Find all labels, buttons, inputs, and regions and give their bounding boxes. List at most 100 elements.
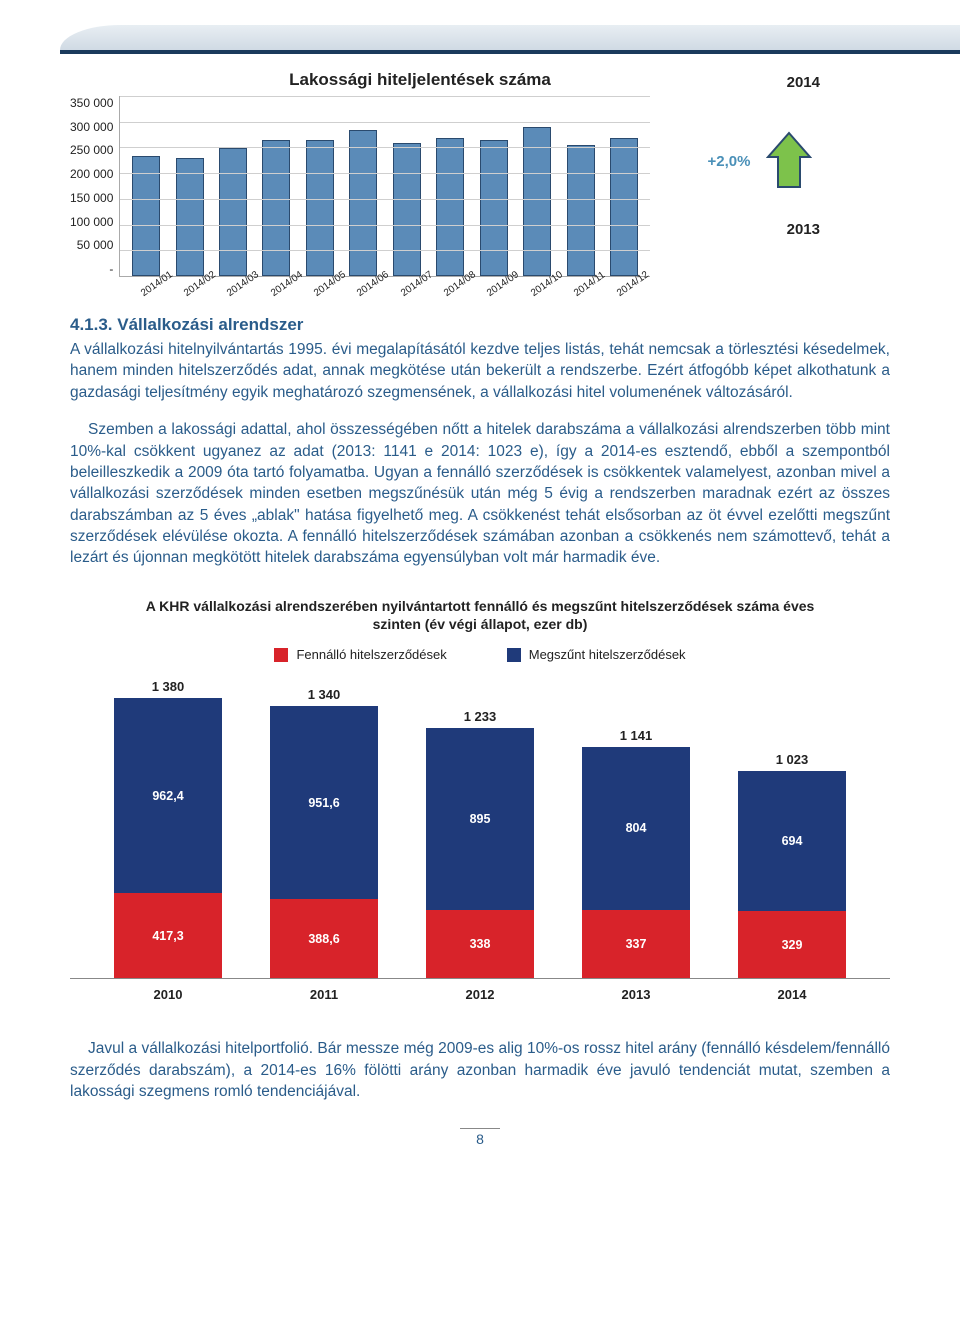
- chart1-xlabel: 2014/12: [615, 275, 643, 299]
- legend-swatch-blue: [507, 648, 521, 662]
- chart1-bar: [610, 138, 638, 276]
- chart2-stacked-bar: 951,6388,6: [270, 706, 378, 978]
- chart2-seg-top: 951,6: [270, 706, 378, 899]
- chart1-year-top: 2014: [670, 74, 850, 91]
- chart1-xlabel: 2014/09: [485, 275, 513, 299]
- paragraph-3: Javul a vállalkozási hitelportfolió. Bár…: [70, 1038, 890, 1102]
- chart2-xlabel: 2011: [270, 987, 378, 1002]
- chart1-gridline: [120, 225, 650, 226]
- chart1-xlabel: 2014/05: [312, 275, 340, 299]
- chart1-bar: [306, 140, 334, 276]
- chart2-xlabel: 2010: [114, 987, 222, 1002]
- chart1-ytick: 250 000: [70, 143, 113, 157]
- chart1-ytick: 150 000: [70, 191, 113, 205]
- chart2-stacked-bar: 895338: [426, 728, 534, 978]
- chart2-legend: Fennálló hitelszerződések Megszűnt hitel…: [70, 647, 890, 662]
- chart2-seg-top: 804: [582, 747, 690, 910]
- chart2-total-label: 1 340: [308, 687, 341, 702]
- chart2-column: 1 141 804337: [582, 728, 690, 979]
- chart2-column: 1 023 694329: [738, 752, 846, 979]
- legend-label-2: Megszűnt hitelszerződések: [529, 647, 686, 662]
- chart1-side-panel: 2014 +2,0% 2013: [670, 70, 850, 238]
- chart1-gridline: [120, 199, 650, 200]
- chart1-xlabel: 2014/10: [529, 275, 557, 299]
- chart2-column: 1 380 962,4417,3: [114, 679, 222, 978]
- chart1-bar: [523, 127, 551, 276]
- chart1-ytick: -: [109, 262, 113, 276]
- chart2-column: 1 233 895338: [426, 709, 534, 978]
- chart2-stacked-bar: 804337: [582, 747, 690, 979]
- chart1-xlabel: 2014/03: [225, 275, 253, 299]
- chart1-xlabel: 2014/04: [269, 275, 297, 299]
- chart1-year-bottom: 2013: [670, 221, 850, 238]
- chart2-plot: 1 380962,4417,31 340951,6388,61 23389533…: [70, 678, 890, 979]
- chart1-xlabel: 2014/08: [442, 275, 470, 299]
- chart2-seg-top: 962,4: [114, 698, 222, 893]
- chart2-xlabel: 2012: [426, 987, 534, 1002]
- page: Lakossági hiteljelentések száma 350 0003…: [0, 0, 960, 1177]
- chart1-bar: [219, 148, 247, 276]
- chart1-ytick: 200 000: [70, 167, 113, 181]
- chart1-gridline: [120, 96, 650, 97]
- chart2-stacked-bar: 962,4417,3: [114, 698, 222, 978]
- chart1-bar: [480, 140, 508, 276]
- chart2-total-label: 1 380: [152, 679, 185, 694]
- paragraph-2: Szemben a lakossági adattal, ahol összes…: [70, 419, 890, 569]
- chart1-ytick: 100 000: [70, 215, 113, 229]
- chart2-total-label: 1 141: [620, 728, 653, 743]
- header-decoration: [0, 0, 960, 60]
- chart2-xaxis: 2010 2011 2012 2013 2014: [70, 979, 890, 1002]
- chart1-pct: +2,0%: [708, 153, 751, 170]
- legend-swatch-red: [274, 648, 288, 662]
- chart2-seg-top: 694: [738, 771, 846, 912]
- chart1-ytick: 300 000: [70, 120, 113, 134]
- chart1-bar: [176, 158, 204, 276]
- chart2-title: A KHR vállalkozási alrendszerében nyilvá…: [120, 597, 840, 633]
- chart2-xlabel: 2013: [582, 987, 690, 1002]
- chart1-ytick: 50 000: [77, 238, 114, 252]
- chart1-container: Lakossági hiteljelentések száma 350 0003…: [70, 70, 890, 301]
- chart1-plot: [119, 96, 650, 277]
- chart1-xlabel: 2014/02: [182, 275, 210, 299]
- legend-item-1: Fennálló hitelszerződések: [274, 647, 446, 662]
- chart2-seg-top: 895: [426, 728, 534, 910]
- chart2-seg-bottom: 338: [426, 910, 534, 979]
- chart1-xaxis: 2014/01 2014/02 2014/03 2014/04 2014/05 2014/…: [70, 276, 650, 301]
- chart2-seg-bottom: 388,6: [270, 899, 378, 978]
- chart1-xlabel: 2014/11: [572, 275, 600, 299]
- chart1-bar: [262, 140, 290, 276]
- paragraph-1: A vállalkozási hitelnyilvántartás 1995. …: [70, 339, 890, 403]
- chart1-xlabel: 2014/07: [399, 275, 427, 299]
- chart2-total-label: 1 023: [776, 752, 809, 767]
- chart1-title: Lakossági hiteljelentések száma: [190, 70, 650, 90]
- chart1-gridline: [120, 250, 650, 251]
- chart1-yaxis: 350 000 300 000 250 000 200 000 150 000 100 0…: [70, 96, 119, 276]
- chart1-bar: [567, 145, 595, 276]
- chart2-xlabel: 2014: [738, 987, 846, 1002]
- chart1-gridline: [120, 173, 650, 174]
- chart1-ytick: 350 000: [70, 96, 113, 110]
- chart2-column: 1 340 951,6388,6: [270, 687, 378, 978]
- chart1-bars: [120, 96, 650, 276]
- chart1-gridline: [120, 122, 650, 123]
- arrow-up-icon: [766, 131, 812, 191]
- section-heading: 4.1.3. Vállalkozási alrendszer: [70, 315, 890, 335]
- legend-item-2: Megszűnt hitelszerződések: [507, 647, 686, 662]
- legend-label-1: Fennálló hitelszerződések: [296, 647, 446, 662]
- content-area: Lakossági hiteljelentések száma 350 0003…: [0, 60, 960, 1177]
- chart2-seg-bottom: 329: [738, 911, 846, 978]
- chart2-seg-bottom: 337: [582, 910, 690, 978]
- chart1-bar: [349, 130, 377, 276]
- chart1-xlabel: 2014/01: [139, 275, 167, 299]
- chart1-xlabel: 2014/06: [355, 275, 383, 299]
- chart1-bar: [393, 143, 421, 276]
- chart2-stacked-bar: 694329: [738, 771, 846, 979]
- chart1-body: 350 000 300 000 250 000 200 000 150 000 100 0…: [70, 96, 650, 276]
- chart1-side-row: +2,0%: [670, 131, 850, 191]
- chart2-seg-bottom: 417,3: [114, 893, 222, 978]
- chart1: Lakossági hiteljelentések száma 350 0003…: [70, 70, 650, 301]
- chart1-gridline: [120, 147, 650, 148]
- page-number: 8: [460, 1128, 500, 1147]
- chart1-bar: [436, 138, 464, 276]
- chart2-total-label: 1 233: [464, 709, 497, 724]
